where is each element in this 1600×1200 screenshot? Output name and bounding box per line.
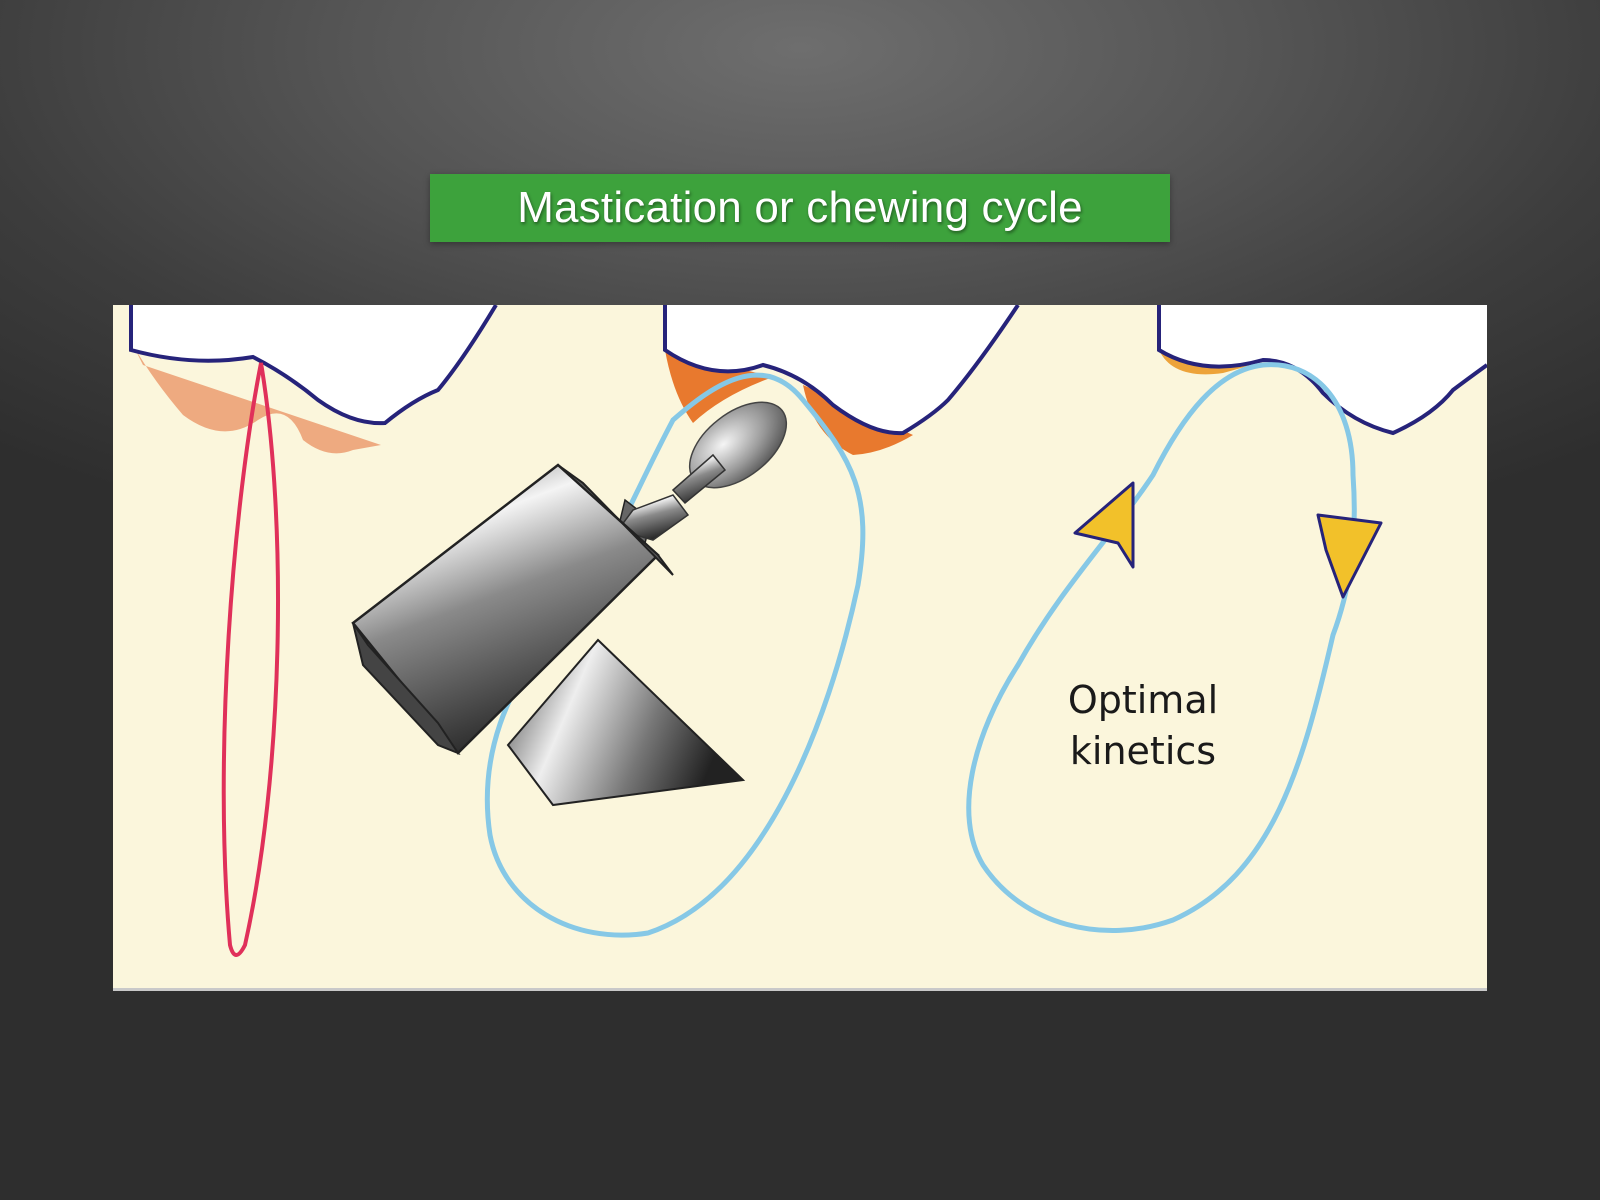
optimal-kinetics-caption: Optimal kinetics	[1043, 675, 1243, 777]
diagram-svg	[129, 305, 1487, 957]
caption-line-1: Optimal	[1067, 678, 1219, 722]
title-banner: Mastication or chewing cycle	[430, 174, 1170, 242]
tooth-3	[1157, 305, 1487, 436]
caption-line-2: kinetics	[1069, 729, 1217, 773]
arrow-up-icon	[1073, 481, 1135, 569]
blue-cycle-optimal	[966, 362, 1357, 933]
chewing-cycle-diagram: Optimal kinetics	[113, 305, 1487, 991]
arrow-down-icon	[1316, 513, 1383, 599]
tooth-1	[129, 305, 498, 454]
slide-title: Mastication or chewing cycle	[517, 183, 1083, 232]
red-vertical-cycle	[221, 362, 280, 957]
dental-handpiece-icon	[351, 401, 788, 807]
